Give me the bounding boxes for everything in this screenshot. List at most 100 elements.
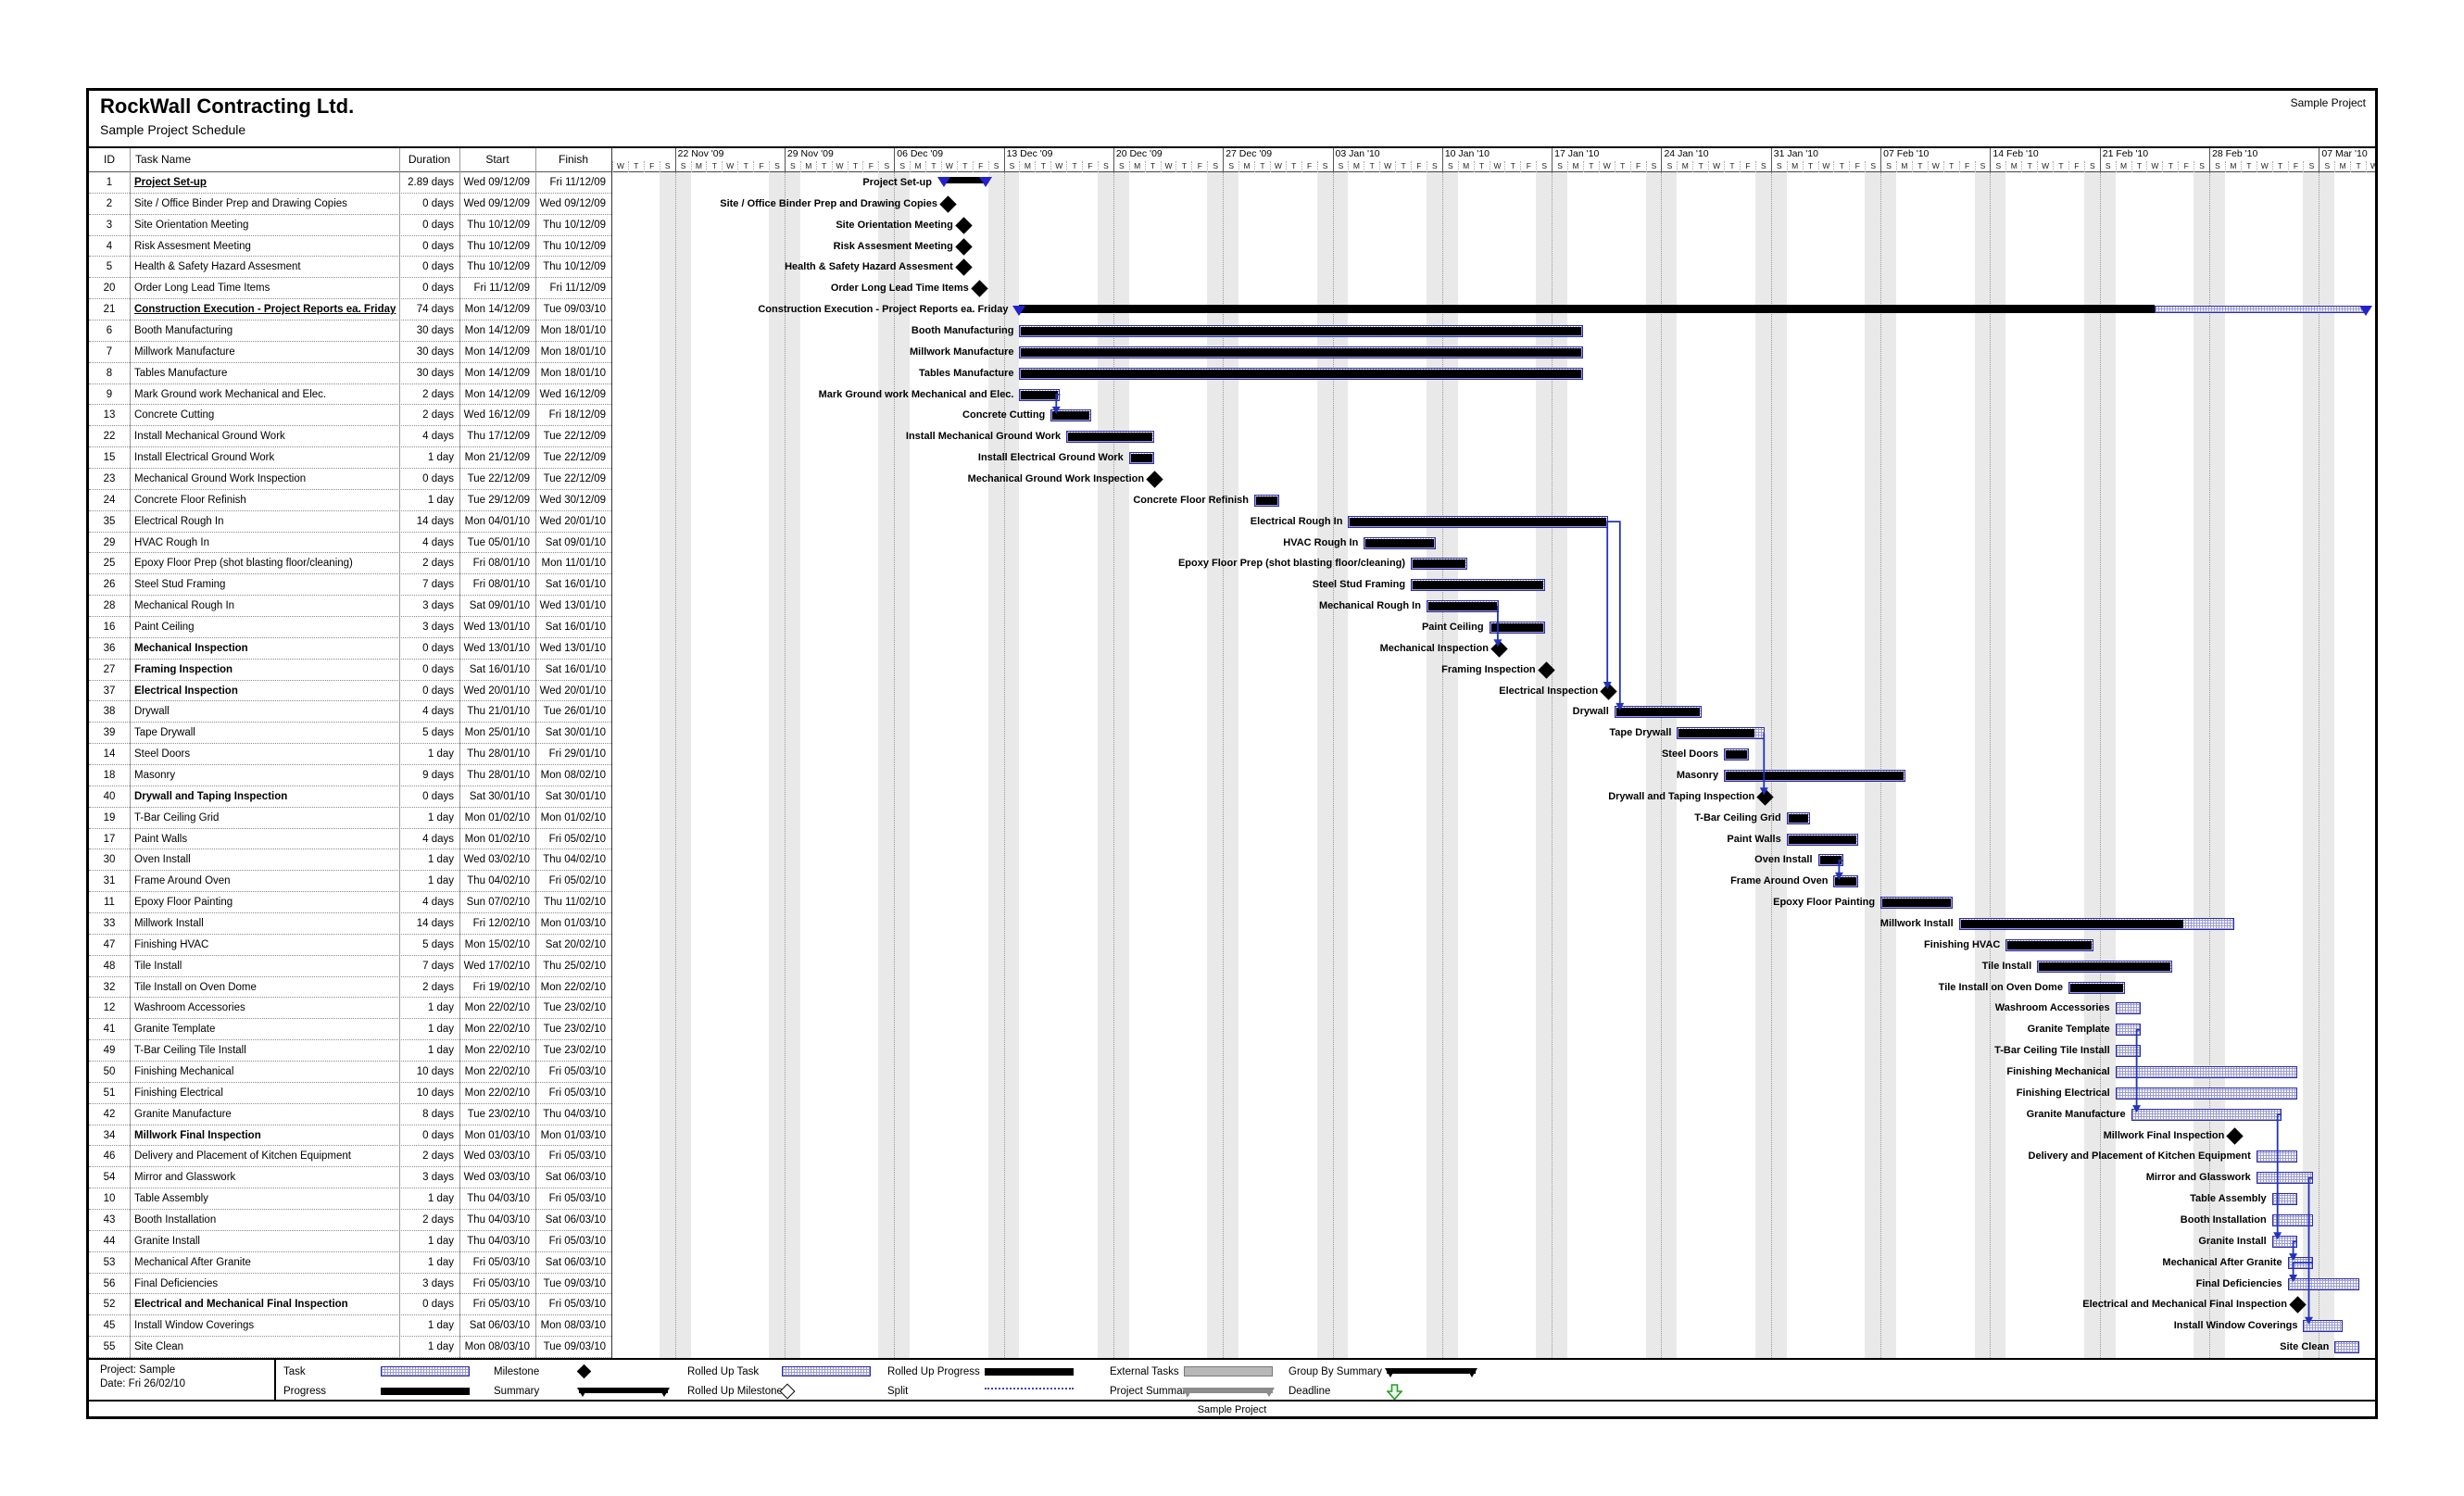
task-name-cell: Granite Template bbox=[134, 1024, 216, 1036]
task-id-cell: 32 bbox=[103, 981, 116, 993]
task-id-cell: 14 bbox=[103, 748, 116, 761]
task-duration-cell: 0 days bbox=[422, 1129, 454, 1141]
project-info: Project: Sample Date: Fri 26/02/10 bbox=[100, 1364, 185, 1391]
footer-title: Sample Project bbox=[1197, 1404, 1267, 1415]
legend-swatch-progress bbox=[381, 1384, 470, 1395]
task-name-cell: Mechanical Ground Work Inspection bbox=[134, 473, 307, 484]
gantt-milestone bbox=[1490, 640, 1508, 658]
gantt-bar bbox=[2005, 938, 2093, 951]
table-column-line bbox=[535, 148, 536, 1358]
gantt-bar bbox=[2303, 1320, 2343, 1333]
day-header-cell: W bbox=[1269, 161, 1286, 172]
legend-swatch-milestone bbox=[576, 1364, 592, 1379]
weekend-band bbox=[1865, 172, 1896, 1358]
gantt-bar bbox=[2115, 1024, 2141, 1037]
gantt-bar bbox=[2068, 981, 2125, 994]
table-row: 13 Concrete Cutting 2 days Wed 16/12/09 Fri … bbox=[89, 405, 611, 427]
task-start-cell: Sat 30/01/10 bbox=[469, 790, 530, 802]
day-header-cell: F bbox=[2178, 161, 2194, 172]
task-name-cell: Mechanical Inspection bbox=[134, 642, 248, 654]
gantt-bar bbox=[1066, 431, 1154, 444]
week-gridline bbox=[674, 172, 676, 1358]
day-header-cell: S bbox=[1097, 161, 1113, 172]
task-name-cell: Site Clean bbox=[134, 1341, 184, 1353]
task-finish-cell: Thu 10/12/09 bbox=[543, 261, 606, 273]
task-id-cell: 53 bbox=[103, 1256, 116, 1268]
task-finish-cell: Fri 29/01/10 bbox=[548, 748, 606, 761]
day-header-cell: T bbox=[1285, 161, 1301, 172]
week-header-cell: 28 Feb '10 bbox=[2209, 148, 2319, 161]
gantt-bar-label: T-Bar Ceiling Tile Install bbox=[1994, 1045, 2110, 1057]
table-row: 22 Install Mechanical Ground Work 4 days Th… bbox=[89, 426, 611, 448]
column-header-finish: Finish bbox=[558, 153, 588, 166]
table-row: 34 Millwork Final Inspection 0 days Mon 01/… bbox=[89, 1125, 611, 1147]
task-duration-cell: 1 day bbox=[427, 1341, 454, 1353]
gantt-bar-label: Risk Assesment Meeting bbox=[833, 240, 953, 252]
table-row: 23 Mechanical Ground Work Inspection 0 day… bbox=[89, 469, 611, 490]
gantt-bar bbox=[1411, 558, 1467, 571]
task-name-cell: Electrical Rough In bbox=[134, 515, 224, 527]
task-finish-cell: Fri 05/03/10 bbox=[548, 1193, 606, 1205]
week-gridline bbox=[1880, 172, 1882, 1358]
table-column-line bbox=[399, 148, 400, 1358]
swatch-diamond-hollow bbox=[779, 1383, 796, 1400]
task-start-cell: Fri 05/03/10 bbox=[472, 1277, 530, 1289]
table-row: 26 Steel Stud Framing 7 days Fri 08/01/10 Sa… bbox=[89, 574, 611, 597]
task-name-cell: Millwork Final Inspection bbox=[134, 1129, 261, 1141]
day-header-cell: F bbox=[753, 161, 769, 172]
day-header-cell: T bbox=[1066, 161, 1082, 172]
task-name-cell: Oven Install bbox=[134, 854, 191, 866]
task-start-cell: Sat 09/01/10 bbox=[469, 600, 530, 612]
task-finish-cell: Sat 09/01/10 bbox=[545, 536, 606, 548]
swatch-summary-capR bbox=[1466, 1368, 1477, 1377]
day-header-cell: T bbox=[2162, 161, 2178, 172]
week-header-cell: 10 Jan '10 bbox=[1441, 148, 1552, 161]
gantt-bar-label: Millwork Manufacture bbox=[910, 346, 1014, 358]
task-start-cell: Wed 13/01/10 bbox=[463, 622, 530, 633]
task-id-cell: 44 bbox=[103, 1235, 116, 1247]
week-header-cell: 27 Dec '09 bbox=[1223, 148, 1332, 161]
day-header-cell: T bbox=[1144, 161, 1161, 172]
legend-swatch-rolled-task bbox=[782, 1364, 871, 1377]
table-column-line bbox=[130, 148, 131, 1358]
gantt-bar-label: Granite Install bbox=[2198, 1235, 2267, 1247]
task-name-cell: Order Long Lead Time Items bbox=[134, 283, 270, 295]
day-header-cell: S bbox=[2083, 161, 2100, 172]
task-duration-cell: 3 days bbox=[422, 1277, 454, 1289]
task-finish-cell: Wed 13/01/10 bbox=[539, 642, 606, 654]
task-duration-cell: 0 days bbox=[422, 240, 454, 252]
day-header-cell: F bbox=[1629, 161, 1646, 172]
day-header-cell: S bbox=[1332, 161, 1349, 172]
gantt-bar bbox=[1426, 600, 1499, 613]
day-header-cell: T bbox=[1035, 161, 1050, 172]
week-gridline bbox=[1332, 172, 1334, 1358]
task-link-line bbox=[1608, 521, 1621, 704]
gantt-milestone bbox=[939, 195, 957, 213]
task-id-cell: 30 bbox=[103, 854, 116, 866]
task-finish-cell: Mon 18/01/10 bbox=[540, 367, 606, 379]
legend-label: Summary bbox=[494, 1386, 540, 1397]
task-name-cell: Concrete Floor Refinish bbox=[134, 494, 246, 506]
day-header-cell: T bbox=[1175, 161, 1191, 172]
task-start-cell: Thu 04/03/10 bbox=[467, 1193, 530, 1205]
table-row: 46 Delivery and Placement of Kitchen Equi… bbox=[89, 1146, 611, 1168]
task-id-cell: 23 bbox=[103, 473, 116, 484]
legend-label: Deadline bbox=[1289, 1386, 1331, 1397]
legend-label: Task bbox=[283, 1366, 306, 1377]
gantt-bar-label: Masonry bbox=[1676, 770, 1719, 781]
day-header-cell: W bbox=[831, 161, 848, 172]
day-header-cell: T bbox=[737, 161, 753, 172]
table-row: 7 Millwork Manufacture 30 days Mon 14/12/09… bbox=[89, 342, 611, 363]
task-id-cell: 39 bbox=[103, 727, 116, 739]
day-header-cell: T bbox=[1395, 161, 1411, 172]
day-header-cell: S bbox=[894, 161, 910, 172]
gantt-bar-label: Install Electrical Ground Work bbox=[977, 452, 1124, 464]
task-duration-cell: 30 days bbox=[416, 346, 454, 358]
task-duration-cell: 1 day bbox=[427, 1235, 454, 1247]
gantt-bar bbox=[1817, 854, 1843, 867]
task-name-cell: Booth Installation bbox=[134, 1214, 217, 1226]
day-header-cell: M bbox=[1677, 161, 1692, 172]
schedule-subtitle: Sample Project Schedule bbox=[100, 122, 246, 137]
task-duration-cell: 7 days bbox=[422, 960, 454, 972]
gantt-progress bbox=[1819, 856, 1842, 865]
